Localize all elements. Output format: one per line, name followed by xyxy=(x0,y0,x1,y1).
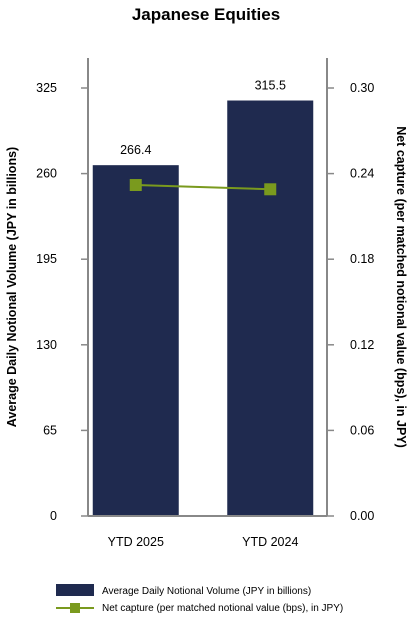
net-capture-marker xyxy=(264,183,277,196)
left-tick-label: 130 xyxy=(36,338,57,352)
right-tick-label: 0.30 xyxy=(350,81,374,95)
left-axis-label: Average Daily Notional Volume (JPY in bi… xyxy=(5,147,19,427)
left-tick-label: 325 xyxy=(36,81,57,95)
right-tick-label: 0.00 xyxy=(350,509,374,523)
net-capture-marker xyxy=(129,179,142,192)
bar-ytd-2025 xyxy=(92,165,179,516)
legend-line-label: Net capture (per matched notional value … xyxy=(102,603,343,614)
right-tick-label: 0.12 xyxy=(350,338,374,352)
right-axis-ticks: 0.00 0.06 0.12 0.18 0.24 0.30 xyxy=(327,81,374,523)
chart-title: Japanese Equities xyxy=(132,5,280,24)
left-axis-ticks: 0 65 130 195 260 325 xyxy=(36,81,88,523)
left-tick-label: 195 xyxy=(36,252,57,266)
left-tick-label: 65 xyxy=(43,423,57,437)
legend: Average Daily Notional Volume (JPY in bi… xyxy=(56,584,343,614)
bar-value-label: 315.5 xyxy=(255,79,286,93)
net-capture-line-path xyxy=(135,184,271,191)
right-tick-label: 0.06 xyxy=(350,423,374,437)
left-tick-label: 0 xyxy=(50,509,57,523)
x-tick-label: YTD 2024 xyxy=(242,535,298,549)
legend-bar-swatch xyxy=(56,584,94,596)
net-capture-line xyxy=(129,179,277,196)
x-axis-labels: YTD 2025 YTD 2024 xyxy=(108,535,299,549)
right-tick-label: 0.24 xyxy=(350,167,374,181)
right-axis-label: Net capture (per matched notional value … xyxy=(394,126,408,448)
bar-value-labels: 266.4 315.5 xyxy=(120,79,286,158)
left-tick-label: 260 xyxy=(36,167,57,181)
bar-ytd-2024 xyxy=(227,100,314,516)
bars xyxy=(92,100,314,516)
right-tick-label: 0.18 xyxy=(350,252,374,266)
legend-bar-label: Average Daily Notional Volume (JPY in bi… xyxy=(102,586,311,597)
legend-line-marker xyxy=(70,603,80,613)
bar-value-label: 266.4 xyxy=(120,143,151,157)
x-tick-label: YTD 2025 xyxy=(108,535,164,549)
